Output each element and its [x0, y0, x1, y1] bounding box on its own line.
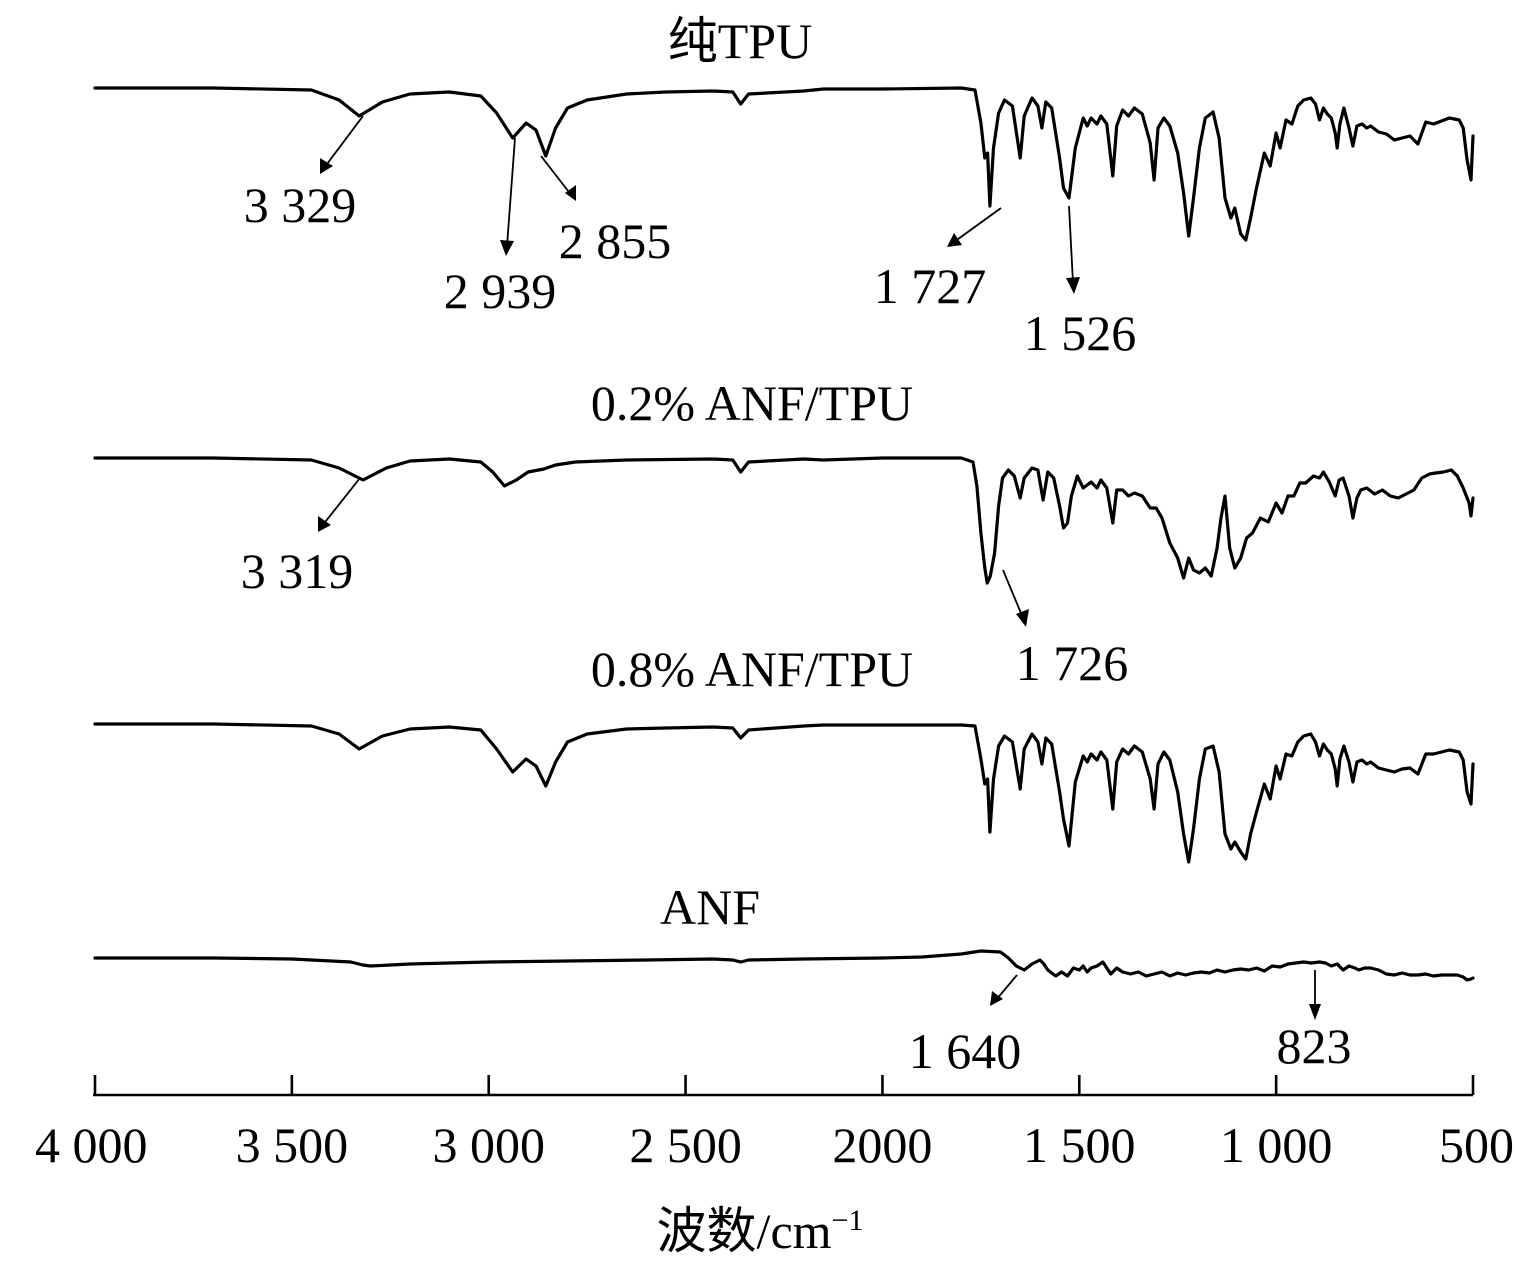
x-tick-label: 3 500	[236, 1117, 349, 1173]
series-title-0-8-anf-tpu: 0.8% ANF/TPU	[591, 641, 913, 697]
arrow-head-1726	[1016, 609, 1029, 627]
arrow-2939	[506, 137, 516, 247]
annotation-2855: 2 855	[559, 213, 672, 269]
annotation-3319: 3 319	[241, 543, 354, 599]
series-line-anf	[93, 949, 1475, 982]
arrow-1640	[995, 974, 1018, 1001]
x-axis-label: 波数/cm−1	[657, 1203, 864, 1259]
x-tick-label: 2 500	[629, 1117, 742, 1173]
x-tick-label: 1 500	[1023, 1117, 1136, 1173]
arrow-2855	[540, 155, 573, 197]
annotation-1640: 1 640	[909, 1023, 1022, 1079]
arrow-head-1526	[1066, 277, 1080, 294]
x-tick-label: 3 000	[432, 1117, 545, 1173]
series-line-0-2-anf-tpu	[93, 456, 1475, 585]
arrow-head-2939	[500, 240, 514, 256]
annotation-1726: 1 726	[1016, 635, 1129, 691]
arrow-1727	[953, 207, 1002, 243]
x-tick-label: 4 000	[35, 1117, 148, 1173]
annotation-1526: 1 526	[1024, 305, 1137, 361]
arrow-head-3319	[318, 516, 331, 532]
annotation-823: 823	[1277, 1018, 1352, 1074]
x-tick-label: 500	[1439, 1117, 1514, 1173]
arrow-head-1727	[947, 233, 962, 247]
x-tick-label: 1 000	[1220, 1117, 1333, 1173]
annotation-3329: 3 329	[244, 177, 357, 233]
arrow-head-1640	[990, 991, 1003, 1006]
series-line-0-8-anf-tpu	[93, 722, 1475, 864]
arrow-head-2855	[565, 185, 576, 201]
series-title-pure-tpu: 纯TPU	[668, 13, 812, 69]
x-axis-ticks: 4 000 3 500 3 000 2 500 2000 1 500 1 000 500	[35, 1075, 1514, 1173]
x-tick-label: 2000	[832, 1117, 932, 1173]
series-line-pure-tpu	[93, 86, 1475, 242]
series-title-anf: ANF	[660, 879, 760, 935]
arrow-1726	[1002, 569, 1024, 619]
series-title-0-2-anf-tpu: 0.2% ANF/TPU	[591, 375, 913, 431]
arrow-head-823	[1309, 1004, 1321, 1020]
annotation-2939: 2 939	[444, 263, 557, 319]
peak-annotation-arrows	[318, 115, 1321, 1020]
arrow-3329	[323, 115, 364, 169]
arrow-head-3329	[320, 158, 333, 174]
annotation-1727: 1 727	[874, 258, 987, 314]
arrow-1526	[1068, 205, 1074, 284]
arrow-3319	[321, 477, 361, 527]
